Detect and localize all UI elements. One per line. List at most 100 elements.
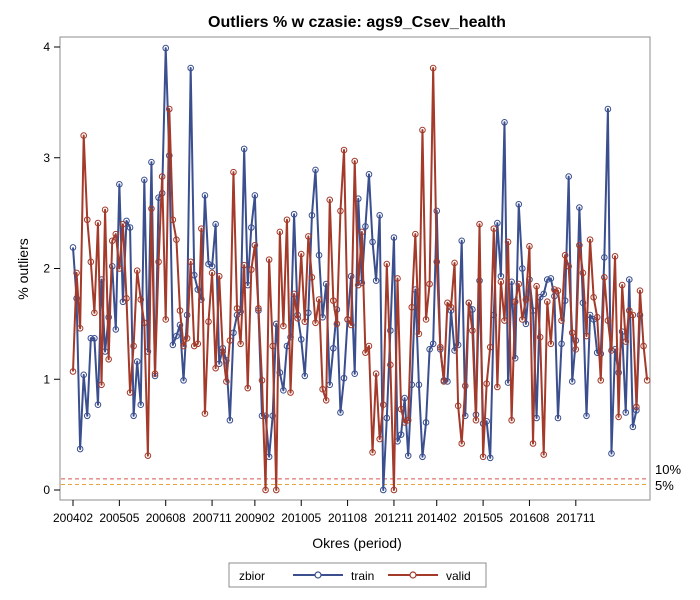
series-layer [69, 44, 651, 494]
valid-point [165, 105, 173, 113]
valid-point [611, 253, 619, 260]
valid-point [219, 348, 227, 355]
valid-point [248, 266, 255, 273]
train-point [511, 354, 519, 362]
valid-point [501, 317, 508, 324]
valid-point [479, 453, 487, 461]
train-point [576, 204, 583, 211]
train-point [169, 341, 177, 349]
valid-point [151, 370, 159, 378]
train-point [515, 200, 523, 208]
train-point [337, 409, 344, 416]
valid-point [508, 416, 515, 424]
train-point [194, 286, 202, 293]
valid-point [223, 378, 230, 385]
valid-point [415, 330, 423, 338]
valid-point [180, 342, 187, 350]
legend: zbior train valid [228, 562, 487, 588]
train-point [248, 224, 255, 231]
train-point [365, 171, 373, 178]
train-point [558, 340, 565, 348]
valid-point [337, 207, 344, 215]
train-point [629, 423, 637, 431]
valid-point [230, 168, 237, 176]
train-point [205, 260, 212, 268]
valid-point [98, 381, 105, 389]
train-point [486, 454, 494, 462]
train-point [173, 332, 180, 340]
valid-point [158, 173, 166, 180]
valid-point [576, 241, 583, 249]
valid-point [312, 319, 319, 327]
valid-point [629, 311, 637, 319]
train-point [387, 327, 394, 334]
x-tick-label: 201211 [374, 511, 413, 525]
valid-point [190, 342, 198, 350]
train-point [301, 372, 309, 380]
valid-point [465, 299, 473, 307]
valid-point [276, 228, 284, 236]
valid-point [83, 216, 91, 224]
valid-point [280, 322, 287, 330]
valid-point [504, 238, 512, 246]
train-point [116, 181, 123, 188]
valid-point [379, 401, 387, 409]
valid-point [543, 298, 551, 306]
train-point [390, 234, 398, 241]
train-point [519, 265, 526, 272]
valid-point [94, 219, 102, 227]
valid-point [383, 260, 391, 268]
valid-point [572, 346, 580, 353]
valid-point [80, 132, 87, 139]
valid-point [472, 416, 480, 424]
train-point [251, 192, 259, 199]
valid-point [529, 440, 537, 447]
valid-point [265, 256, 273, 263]
train-point [69, 244, 77, 251]
legend-box [228, 562, 487, 588]
x-tick-label: 201005 [281, 511, 321, 525]
valid-point [137, 296, 145, 303]
valid-point [497, 278, 505, 286]
x-tick-label: 200711 [192, 511, 231, 525]
train-point [280, 387, 287, 394]
valid-point [533, 282, 540, 290]
train-point [137, 401, 145, 409]
valid-point [333, 320, 341, 328]
legend-label-train: train [351, 569, 374, 583]
train-point [258, 412, 266, 420]
valid-point [326, 196, 334, 204]
valid-point [490, 225, 498, 232]
train-point [240, 145, 248, 153]
valid-point [112, 230, 120, 238]
valid-point [155, 258, 162, 266]
valid-point [262, 486, 269, 494]
train-point [404, 452, 412, 459]
valid-point [101, 206, 109, 214]
y-tick-label: 0 [43, 483, 50, 497]
x-tick-label: 200402 [53, 511, 93, 525]
valid-point [76, 325, 84, 332]
valid-point [201, 410, 209, 417]
train-point [330, 344, 337, 352]
valid-point [422, 316, 430, 323]
valid-point [444, 299, 451, 307]
valid-point [536, 333, 544, 341]
reference-line-label: 5% [655, 478, 674, 493]
valid-point [173, 236, 180, 244]
valid-point [237, 340, 244, 348]
x-tick-label: 201402 [417, 511, 457, 525]
y-tick-label: 3 [43, 151, 50, 165]
chart-title: Outliers % w czasie: ags9_Csev_health [208, 14, 506, 31]
valid-point [126, 389, 134, 396]
legend-label-valid: valid [446, 569, 471, 583]
train-point [583, 412, 590, 420]
valid-point [91, 309, 98, 317]
y-tick-label: 1 [43, 372, 50, 386]
valid-point [141, 319, 148, 327]
valid-point [340, 146, 348, 154]
y-tick-label: 4 [43, 40, 50, 54]
train-point [226, 416, 234, 424]
train-point [297, 336, 305, 343]
train-point [415, 381, 423, 389]
